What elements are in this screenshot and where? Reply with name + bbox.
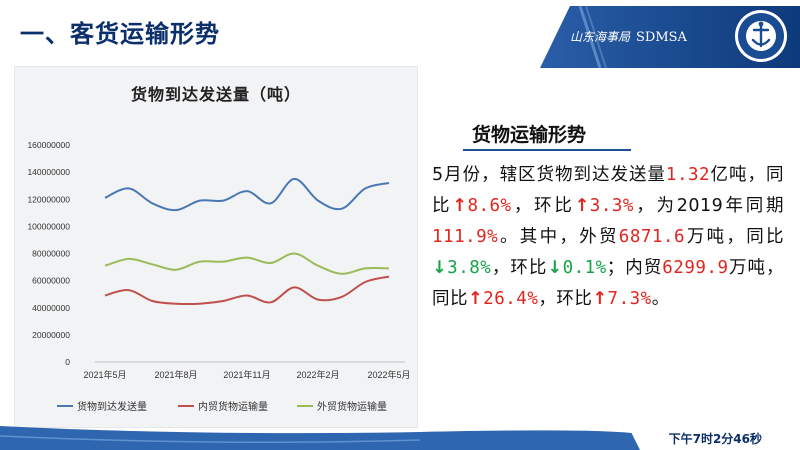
legend-label: 内贸货物运输量 (198, 400, 268, 413)
chart-panel: 货物到达发送量（吨） 0 20000000 40000000 60000000 8000… (14, 66, 418, 428)
y-tick-label: 0 (65, 357, 70, 367)
value-domestic-yoy: 26.4% (483, 289, 539, 309)
brand: 山东海事局 SDMSA (570, 28, 687, 45)
text-segment: 。 (651, 289, 670, 309)
series-line-2 (104, 275, 390, 305)
x-tick-label: 2022年5月 (367, 369, 410, 380)
header-band (540, 6, 800, 68)
y-tick-label: 100000000 (27, 221, 70, 231)
value-domestic-mom: 7.3% (607, 289, 652, 309)
y-tick-label: 140000000 (27, 167, 70, 177)
y-tick-label: 60000000 (32, 276, 70, 286)
series-line-3 (104, 252, 390, 275)
value-yoy: 8.6% (467, 196, 512, 216)
arrow-up-icon: ↑ (592, 289, 608, 309)
text-segment: 。其中，外贸 (498, 227, 619, 247)
value-mom: 3.3% (589, 196, 634, 216)
y-tick-label: 80000000 (32, 249, 70, 259)
legend-label: 外贸货物运输量 (317, 400, 387, 413)
x-tick-label: 2021年5月 (83, 369, 126, 380)
arrow-up-icon: ↑ (452, 196, 468, 216)
value-vs-2019: 111.9% (432, 227, 499, 247)
value-foreign-yoy: 3.8% (447, 258, 492, 278)
footer-band (0, 426, 800, 450)
arrow-up-icon: ↑ (574, 196, 590, 216)
x-tick-label: 2021年11月 (223, 369, 270, 380)
text-segment: 5月份，辖区货物到达发送量 (432, 165, 666, 185)
china-msa-emblem-icon (735, 10, 787, 62)
arrow-down-icon: ↓ (547, 258, 563, 278)
text-segment: 万吨，同比 (685, 227, 784, 247)
text-segment: ，环比 (511, 196, 575, 216)
brand-cn: 山东海事局 (570, 30, 631, 44)
value-total: 1.32 (665, 165, 711, 185)
series-line-1 (104, 177, 390, 212)
text-segment: 万吨，同比 (432, 258, 785, 309)
y-tick-label: 40000000 (32, 303, 70, 313)
arrow-up-icon: ↑ (468, 289, 484, 309)
value-foreign: 6871.6 (618, 227, 686, 247)
y-tick-label: 20000000 (32, 330, 70, 340)
text-segment: ；内贸 (606, 258, 663, 278)
chart-title: 货物到达发送量（吨） (130, 85, 301, 104)
line-chart: 0 20000000 40000000 60000000 80000000 1000000… (27, 140, 410, 413)
value-foreign-mom: 0.1% (562, 258, 607, 278)
summary-paragraph: 5月份，辖区货物到达发送量1.32亿吨，同比↑8.6%，环比↑3.3%，为201… (432, 160, 784, 315)
header: 一、客货运输形势 山东海事局 SDMSA (0, 0, 800, 68)
brand-en: SDMSA (636, 30, 687, 45)
section-title: 货物运输形势 (472, 124, 587, 146)
text-segment: ，环比 (538, 289, 593, 309)
value-domestic: 6299.9 (662, 258, 729, 278)
arrow-down-icon: ↓ (432, 258, 448, 278)
timestamp: 下午7时2分46秒 (668, 432, 762, 446)
section-underline (463, 149, 631, 151)
text-segment: 亿吨，同比 (432, 165, 784, 216)
page-title: 一、客货运输形势 (20, 20, 220, 48)
legend-label: 货物到达发送量 (77, 400, 147, 413)
x-tick-label: 2021年8月 (154, 369, 197, 380)
y-tick-label: 160000000 (27, 140, 70, 150)
y-tick-label: 120000000 (27, 194, 70, 204)
x-tick-label: 2022年2月 (296, 369, 339, 380)
text-segment: ，为2019年同期 (633, 196, 785, 216)
text-segment: ，环比 (491, 258, 548, 278)
